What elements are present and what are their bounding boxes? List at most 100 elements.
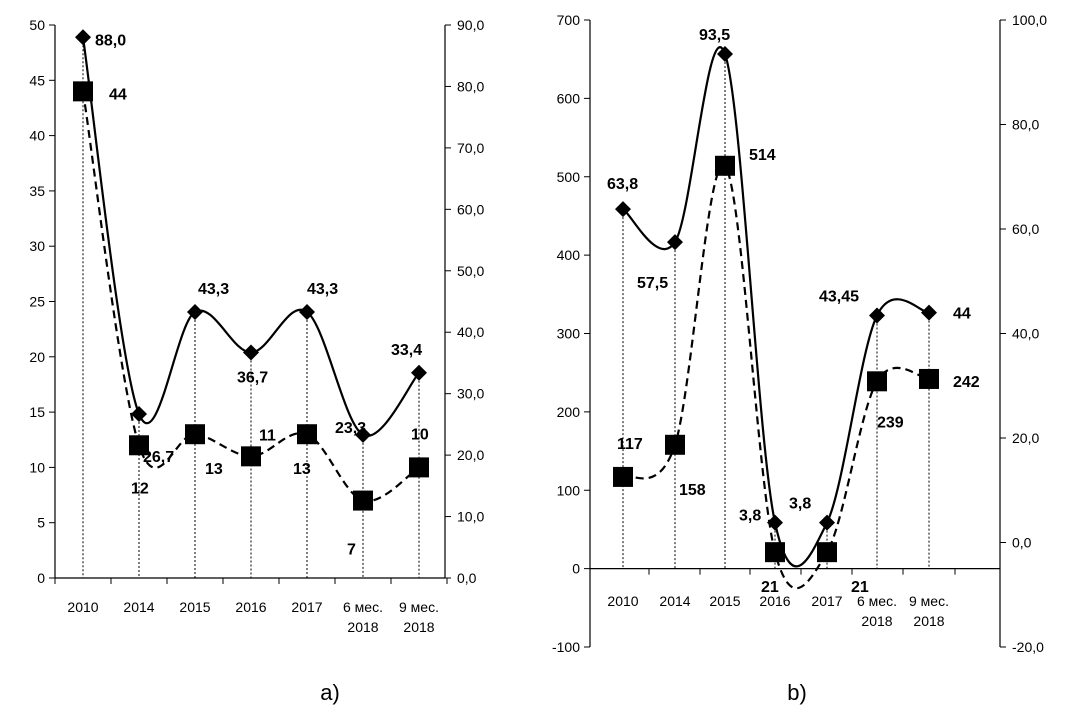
left-tick-label: 500 [557, 169, 581, 185]
chart-b: -100 0 100 200 300 400 500 600 700 -20,0 0,0 20,0 40… [552, 12, 1047, 705]
square-marker [185, 424, 205, 445]
square-marker [665, 434, 685, 455]
left-tick-label: 100 [557, 482, 581, 498]
right-tick-label: 20,0 [1012, 430, 1039, 446]
data-label: 514 [749, 147, 776, 164]
x-tick-label: 9 мес. [909, 593, 949, 609]
x-tick-label: 2018 [861, 613, 892, 629]
data-label: 33,4 [391, 342, 422, 359]
right-tick-label: -20,0 [1012, 639, 1044, 655]
left-tick-label: 35 [29, 183, 45, 199]
left-tick-label: 0 [37, 570, 45, 586]
x-tick-label: 2014 [123, 599, 154, 615]
series-line-2 [622, 163, 930, 590]
data-label: 12 [131, 480, 149, 497]
right-tick-label: 70,0 [457, 140, 484, 156]
left-tick-label: 15 [29, 404, 45, 420]
left-tick-label: 20 [29, 349, 45, 365]
right-tick-label: 0,0 [1012, 535, 1032, 551]
diamond-marker [921, 304, 937, 321]
x-tick-label: 2017 [811, 593, 842, 609]
diamond-marker [615, 201, 631, 218]
right-tick-label: 100,0 [1012, 12, 1047, 28]
data-label: 88,0 [95, 32, 126, 49]
right-tick-label: 40,0 [1012, 326, 1039, 342]
left-tick-label: 50 [29, 17, 45, 33]
square-marker [353, 490, 373, 511]
diamond-marker [717, 45, 733, 62]
diamond-marker [299, 303, 315, 320]
left-tick-label: 5 [37, 515, 45, 531]
data-label: 13 [205, 461, 223, 478]
right-tick-label: 80,0 [1012, 117, 1039, 133]
square-marker [867, 371, 887, 392]
x-tick-label: 2016 [235, 599, 266, 615]
square-marker [297, 424, 317, 445]
square-marker [919, 368, 939, 389]
series-line-1 [622, 46, 930, 568]
data-label: 44 [953, 306, 971, 323]
diamond-marker [243, 344, 259, 361]
diamond-marker [767, 514, 783, 531]
x-tick-label: 9 мес. [399, 599, 439, 615]
data-label: 21 [761, 579, 779, 596]
left-tick-label: 0 [572, 561, 580, 577]
left-tick-label: 300 [557, 326, 581, 342]
data-label: 93,5 [699, 27, 730, 44]
diamond-marker [819, 514, 835, 531]
square-marker [129, 435, 149, 456]
diamond-marker [75, 29, 91, 46]
x-tick-label: 2018 [403, 619, 434, 635]
x-tick-label: 2010 [67, 599, 98, 615]
data-label: 43,45 [819, 288, 859, 305]
data-label: 10 [411, 426, 429, 443]
x-tick-label: 2010 [607, 593, 638, 609]
data-label: 3,8 [739, 508, 761, 525]
right-tick-label: 20,0 [457, 447, 484, 463]
left-tick-label: 600 [557, 90, 581, 106]
data-label: 242 [953, 374, 980, 391]
square-marker [73, 81, 93, 102]
data-label: 21 [851, 579, 869, 596]
right-tick-label: 90,0 [457, 17, 484, 33]
chart-caption: b) [787, 680, 807, 705]
square-marker [241, 446, 261, 467]
data-label: 36,7 [237, 369, 268, 386]
x-tick-label: 2018 [913, 613, 944, 629]
diamond-marker [131, 405, 147, 422]
square-marker [409, 457, 429, 478]
left-tick-label: -100 [552, 639, 580, 655]
data-label: 158 [679, 482, 706, 499]
right-tick-label: 30,0 [457, 386, 484, 402]
data-label: 23,3 [335, 420, 366, 437]
data-label: 117 [617, 436, 643, 453]
data-label: 13 [293, 461, 311, 478]
data-label: 7 [347, 542, 356, 559]
x-tick-label: 6 мес. [343, 599, 383, 615]
square-marker [765, 542, 785, 563]
right-tick-label: 60,0 [1012, 221, 1039, 237]
left-tick-label: 700 [557, 12, 581, 28]
left-tick-label: 40 [29, 128, 45, 144]
diamond-marker [355, 426, 371, 443]
right-tick-label: 60,0 [457, 201, 484, 217]
right-tick-label: 40,0 [457, 324, 484, 340]
x-tick-label: 2015 [709, 593, 740, 609]
left-tick-label: 400 [557, 247, 581, 263]
left-tick-label: 10 [29, 459, 45, 475]
x-tick-label: 2018 [347, 619, 378, 635]
data-label: 43,3 [307, 281, 338, 298]
data-label: 26,7 [143, 449, 174, 466]
series-line-1 [81, 37, 420, 437]
diamond-marker [869, 307, 885, 324]
data-label: 239 [877, 414, 904, 431]
right-tick-label: 0,0 [457, 570, 477, 586]
data-label: 57,5 [637, 275, 668, 292]
left-tick-label: 30 [29, 238, 45, 254]
diamond-marker [187, 303, 203, 320]
left-tick-label: 25 [29, 294, 45, 310]
data-label: 11 [259, 427, 276, 444]
diamond-marker [667, 234, 683, 251]
square-marker [715, 155, 735, 176]
data-label: 43,3 [198, 281, 229, 298]
